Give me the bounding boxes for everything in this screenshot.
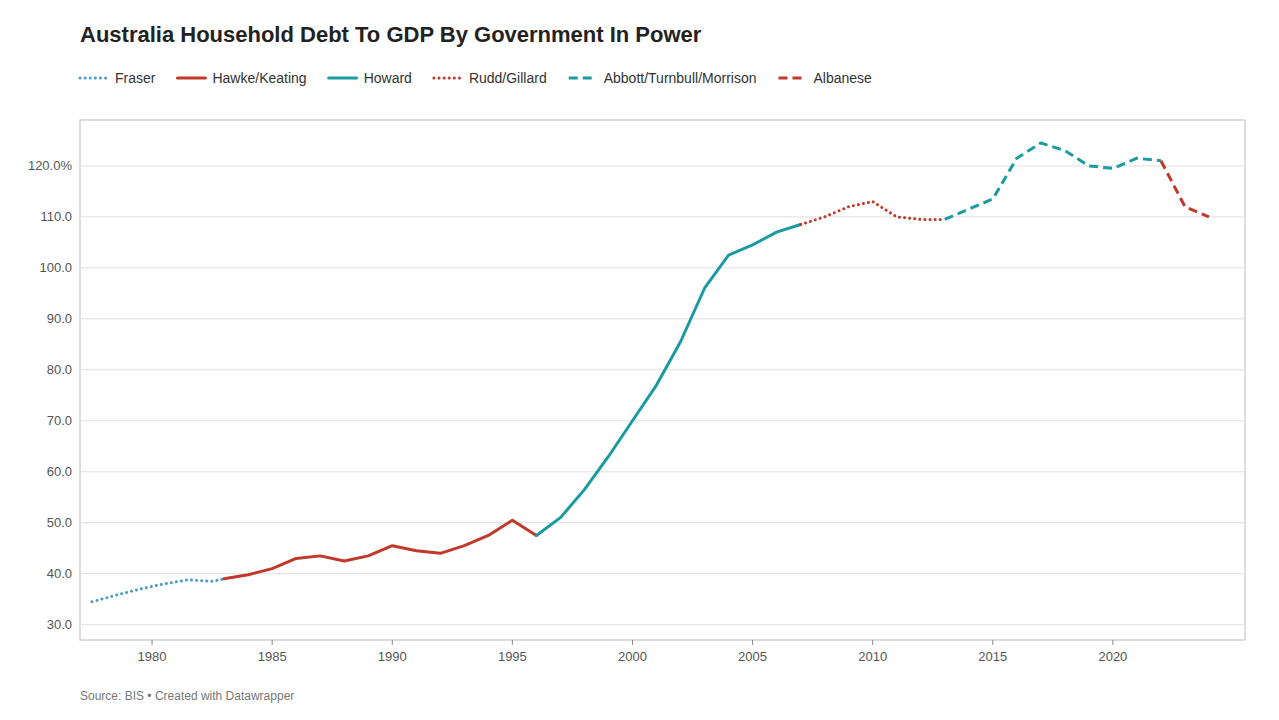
y-grid-line [80, 369, 1245, 370]
legend-label: Hawke/Keating [212, 70, 306, 86]
y-grid-line [80, 522, 1245, 523]
y-tick-label: 60.0 [47, 464, 72, 479]
legend-swatch [177, 77, 205, 80]
legend: Fraser Hawke/Keating Howard Rudd/Gillard Abb… [80, 70, 872, 86]
legend-item: Rudd/Gillard [434, 70, 547, 86]
x-tick [152, 640, 153, 645]
x-tick-label: 2010 [858, 649, 887, 664]
y-grid-line [80, 471, 1245, 472]
series-line [945, 143, 1161, 219]
x-tick-label: 1985 [258, 649, 287, 664]
y-tick-label: 120.0% [28, 158, 73, 173]
x-tick-label: 1990 [378, 649, 407, 664]
y-grid-line [80, 420, 1245, 421]
legend-swatch [329, 77, 357, 80]
x-tick [512, 640, 513, 645]
y-grid-line [80, 318, 1245, 319]
legend-label: Albanese [813, 70, 872, 86]
data-lines [92, 143, 1209, 602]
y-grid-line [80, 165, 1245, 166]
y-tick-label: 50.0 [47, 515, 72, 530]
y-tick-label: 30.0 [47, 617, 72, 632]
x-tick [632, 640, 633, 645]
y-tick-label: 80.0 [47, 362, 72, 377]
title: Australia Household Debt To GDP By Gover… [80, 22, 702, 47]
legend-label: Rudd/Gillard [469, 70, 547, 86]
x-tick-label: 2020 [1098, 649, 1127, 664]
series-line [224, 520, 536, 579]
y-grid-line [80, 624, 1245, 625]
x-tick [392, 640, 393, 645]
legend-label: Abbott/Turnbull/Morrison [604, 70, 757, 86]
source-note: Source: BIS • Created with Datawrapper [80, 689, 294, 703]
axes: 30.0 40.0 50.0 60.0 70.0 80.0 90.0 100.0 110.0 12… [28, 158, 1127, 664]
x-tick [992, 640, 993, 645]
x-tick-label: 1995 [498, 649, 527, 664]
series-line [536, 225, 800, 536]
legend-item: Hawke/Keating [177, 70, 306, 86]
x-tick-label: 1980 [138, 649, 167, 664]
legend-label: Fraser [115, 70, 156, 86]
grid [80, 166, 1245, 625]
chart: Australia Household Debt To GDP By Gover… [0, 0, 1279, 720]
y-tick-label: 70.0 [47, 413, 72, 428]
x-tick [1112, 640, 1113, 645]
y-tick-label: 100.0 [39, 260, 72, 275]
legend-item: Albanese [778, 70, 872, 86]
legend-swatch [569, 77, 597, 80]
y-tick-label: 110.0 [40, 209, 72, 224]
x-tick-label: 2005 [738, 649, 767, 664]
x-tick [752, 640, 753, 645]
plot-frame [80, 120, 1245, 640]
legend-swatch [80, 77, 108, 80]
y-grid-line [80, 267, 1245, 268]
x-tick [272, 640, 273, 645]
y-grid-line [80, 216, 1245, 217]
series-line [92, 579, 224, 602]
x-tick-label: 2015 [978, 649, 1007, 664]
series-line [801, 202, 945, 225]
legend-item: Abbott/Turnbull/Morrison [569, 70, 757, 86]
legend-item: Howard [329, 70, 412, 86]
legend-swatch [434, 77, 462, 80]
y-tick-label: 40.0 [47, 566, 72, 581]
x-tick-label: 2000 [618, 649, 647, 664]
legend-swatch [778, 77, 806, 80]
y-tick-label: 90.0 [47, 311, 72, 326]
legend-label: Howard [364, 70, 412, 86]
legend-item: Fraser [80, 70, 156, 86]
series-line [1161, 161, 1209, 217]
x-tick [872, 640, 873, 645]
